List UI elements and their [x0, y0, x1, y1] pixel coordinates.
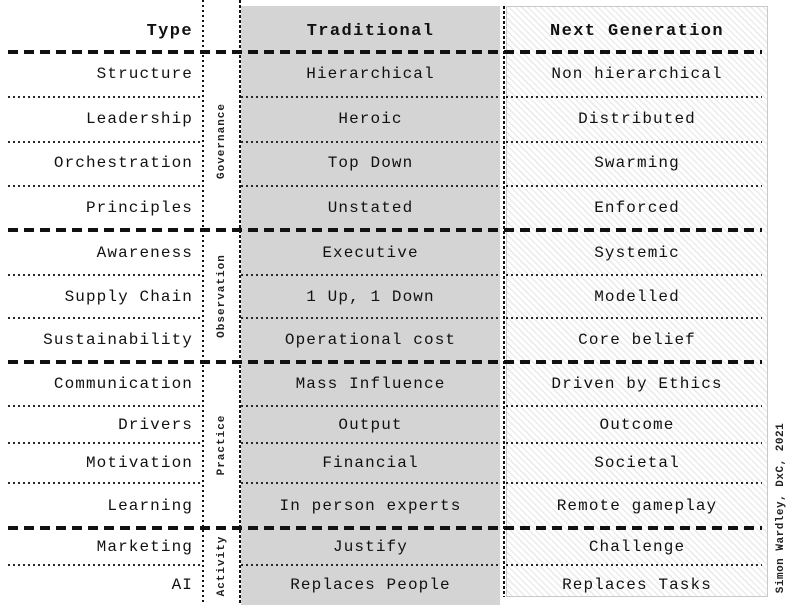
row-label-structure: Structure — [96, 65, 193, 84]
traditional-value: Operational cost — [284, 331, 457, 349]
nextgen-value: Societal — [594, 454, 680, 472]
nextgen-value: Core belief — [578, 331, 696, 349]
traditional-value: Output — [338, 415, 403, 434]
header-type: Type — [146, 21, 193, 41]
group-label-practice: Practice — [216, 414, 228, 476]
row-label-communication: Communication — [53, 375, 193, 393]
traditional-value: Replaces People — [290, 576, 451, 594]
row-label-leadership: Leadership — [85, 109, 193, 128]
nextgen-left-divider — [502, 6, 505, 597]
nextgen-value: Enforced — [594, 198, 680, 217]
group-label-governance: Governance — [216, 102, 228, 180]
row-label-sustainability: Sustainability — [43, 331, 193, 349]
traditional-value: Heroic — [338, 109, 403, 128]
traditional-column-background — [241, 6, 500, 605]
nextgen-value: Outcome — [599, 415, 675, 434]
traditional-value: Hierarchical — [306, 65, 435, 84]
header-next-generation: Next Generation — [549, 21, 725, 41]
group-label-observation: Observation — [216, 254, 228, 338]
row-label-supply-chain: Supply Chain — [64, 287, 193, 306]
nextgen-column-background — [506, 6, 768, 597]
nextgen-value: Replaces Tasks — [562, 576, 712, 594]
traditional-value: Unstated — [327, 198, 414, 217]
row-label-orchestration: Orchestration — [53, 154, 193, 173]
traditional-value: Executive — [322, 243, 419, 262]
row-label-drivers: Drivers — [118, 415, 193, 434]
row-label-awareness: Awareness — [96, 243, 193, 262]
header-traditional: Traditional — [306, 21, 435, 41]
row-label-ai: AI — [171, 576, 193, 594]
traditional-value: Top Down — [327, 154, 414, 173]
traditional-value: Mass Influence — [295, 375, 446, 393]
row-label-learning: Learning — [107, 496, 193, 515]
nextgen-value: Challenge — [588, 537, 686, 556]
nextgen-value: Remote gameplay — [556, 496, 718, 515]
row-label-principles: Principles — [85, 198, 193, 217]
attribution-text: Simon Wardley, DxC, 2021 — [775, 422, 787, 594]
traditional-value: Financial — [322, 454, 419, 472]
traditional-value: In person experts — [279, 496, 462, 515]
row-label-motivation: Motivation — [85, 454, 193, 472]
nextgen-value: Non hierarchical — [551, 65, 723, 84]
nextgen-value: Swarming — [594, 154, 680, 173]
row-label-marketing: Marketing — [96, 537, 193, 556]
nextgen-value: Driven by Ethics — [551, 375, 723, 393]
group-label-activity: Activity — [216, 535, 228, 597]
traditional-value: Justify — [333, 537, 408, 556]
nextgen-value: Modelled — [594, 287, 680, 306]
nextgen-value: Systemic — [594, 243, 680, 262]
nextgen-value: Distributed — [578, 109, 696, 128]
traditional-value: 1 Up, 1 Down — [306, 287, 435, 306]
